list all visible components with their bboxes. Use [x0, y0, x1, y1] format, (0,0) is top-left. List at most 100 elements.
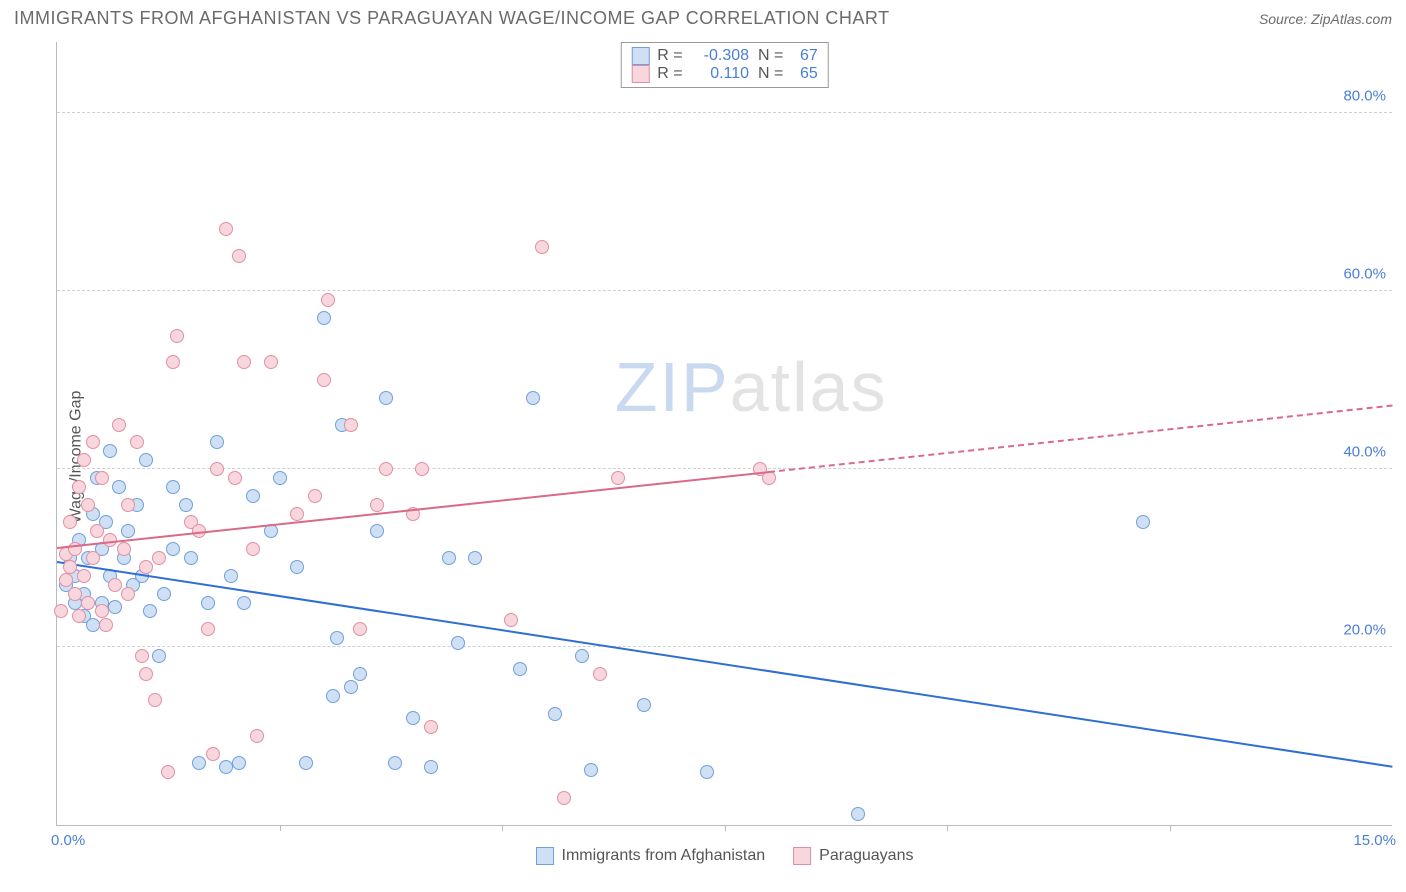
- data-point: [192, 756, 206, 770]
- data-point: [232, 249, 246, 263]
- chart-title: IMMIGRANTS FROM AFGHANISTAN VS PARAGUAYA…: [14, 8, 890, 29]
- data-point: [63, 515, 77, 529]
- swatch-paraguay-icon: [793, 847, 811, 865]
- data-point: [210, 435, 224, 449]
- plot-area: ZIPatlas R = -0.308 N = 67 R = 0.110 N =…: [56, 42, 1392, 826]
- data-point: [86, 618, 100, 632]
- data-point: [139, 667, 153, 681]
- data-point: [451, 636, 465, 650]
- data-point: [77, 453, 91, 467]
- data-point: [72, 609, 86, 623]
- data-point: [179, 498, 193, 512]
- data-point: [468, 551, 482, 565]
- data-point: [86, 551, 100, 565]
- data-point: [139, 453, 153, 467]
- data-point: [166, 355, 180, 369]
- data-point: [135, 649, 149, 663]
- data-point: [317, 373, 331, 387]
- data-point: [121, 498, 135, 512]
- data-point: [232, 756, 246, 770]
- data-point: [121, 524, 135, 538]
- data-point: [370, 524, 384, 538]
- data-point: [108, 600, 122, 614]
- swatch-paraguay-icon: [631, 65, 649, 83]
- data-point: [584, 763, 598, 777]
- data-point: [143, 604, 157, 618]
- data-point: [201, 622, 215, 636]
- data-point: [264, 355, 278, 369]
- data-point: [326, 689, 340, 703]
- data-point: [63, 560, 77, 574]
- x-tick-mark: [725, 825, 726, 831]
- corr-row-paraguay: R = 0.110 N = 65: [631, 65, 817, 83]
- data-point: [246, 542, 260, 556]
- data-point: [72, 480, 86, 494]
- data-point: [308, 489, 322, 503]
- data-point: [224, 569, 238, 583]
- y-tick-label: 40.0%: [1343, 444, 1386, 461]
- data-point: [526, 391, 540, 405]
- data-point: [379, 462, 393, 476]
- data-point: [170, 329, 184, 343]
- data-point: [139, 560, 153, 574]
- x-tick-min: 0.0%: [51, 832, 85, 849]
- data-point: [557, 791, 571, 805]
- x-tick-mark: [502, 825, 503, 831]
- data-point: [535, 240, 549, 254]
- correlation-legend: R = -0.308 N = 67 R = 0.110 N = 65: [620, 42, 828, 88]
- data-point: [152, 649, 166, 663]
- data-point: [152, 551, 166, 565]
- data-point: [851, 807, 865, 821]
- data-point: [184, 551, 198, 565]
- data-point: [206, 747, 220, 761]
- data-point: [157, 587, 171, 601]
- data-point: [237, 355, 251, 369]
- watermark: ZIPatlas: [615, 347, 888, 427]
- data-point: [86, 435, 100, 449]
- data-point: [108, 578, 122, 592]
- data-point: [273, 471, 287, 485]
- data-point: [81, 596, 95, 610]
- legend-item-paraguay: Paraguayans: [793, 847, 913, 865]
- data-point: [228, 471, 242, 485]
- gridline: [57, 468, 1392, 469]
- data-point: [148, 693, 162, 707]
- data-point: [77, 569, 91, 583]
- corr-row-afghan: R = -0.308 N = 67: [631, 47, 817, 65]
- data-point: [593, 667, 607, 681]
- data-point: [99, 618, 113, 632]
- data-point: [130, 435, 144, 449]
- data-point: [388, 756, 402, 770]
- gridline: [57, 112, 1392, 113]
- data-point: [415, 462, 429, 476]
- data-point: [317, 311, 331, 325]
- data-point: [611, 471, 625, 485]
- data-point: [299, 756, 313, 770]
- data-point: [166, 542, 180, 556]
- data-point: [246, 489, 260, 503]
- gridline: [57, 290, 1392, 291]
- data-point: [210, 462, 224, 476]
- data-point: [353, 622, 367, 636]
- data-point: [290, 560, 304, 574]
- y-tick-label: 80.0%: [1343, 88, 1386, 105]
- data-point: [121, 587, 135, 601]
- data-point: [103, 444, 117, 458]
- data-point: [548, 707, 562, 721]
- series-legend: Immigrants from Afghanistan Paraguayans: [536, 847, 914, 865]
- data-point: [700, 765, 714, 779]
- data-point: [637, 698, 651, 712]
- data-point: [513, 662, 527, 676]
- x-tick-mark: [280, 825, 281, 831]
- trend-line: [57, 471, 769, 549]
- x-tick-mark: [1170, 825, 1171, 831]
- data-point: [344, 418, 358, 432]
- data-point: [1136, 515, 1150, 529]
- data-point: [424, 720, 438, 734]
- trend-line-dashed: [769, 405, 1392, 473]
- data-point: [250, 729, 264, 743]
- y-tick-label: 20.0%: [1343, 622, 1386, 639]
- data-point: [54, 604, 68, 618]
- data-point: [330, 631, 344, 645]
- data-point: [219, 222, 233, 236]
